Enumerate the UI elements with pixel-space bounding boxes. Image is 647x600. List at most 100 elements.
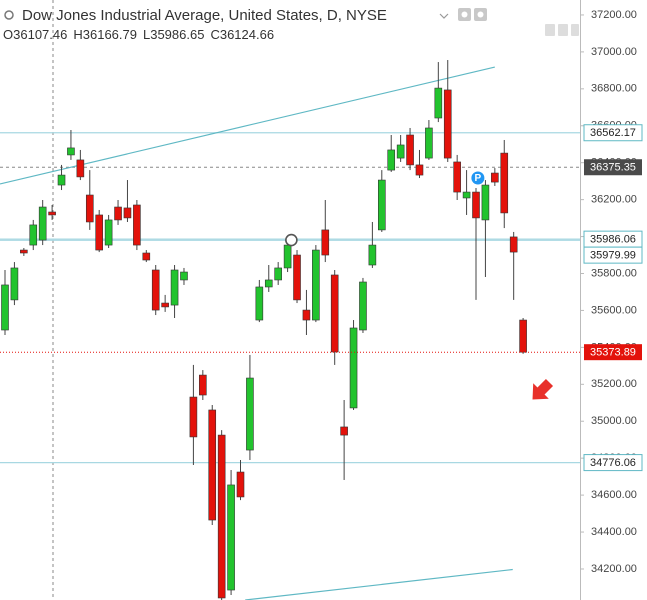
trend-line xyxy=(245,568,513,600)
candle-body xyxy=(349,327,358,409)
icon-glyph xyxy=(461,11,468,18)
ohlc-value: 35986.65 xyxy=(150,27,204,42)
toolbar-icon[interactable] xyxy=(545,24,555,36)
candle-body xyxy=(453,161,461,193)
candle-body xyxy=(415,164,424,176)
ohlc-key: O xyxy=(3,27,13,42)
candle-body xyxy=(264,279,273,288)
y-tick-label: 35000.00 xyxy=(591,415,637,427)
candle-body xyxy=(114,206,122,221)
candle-body xyxy=(472,191,480,219)
candle-body xyxy=(95,214,103,251)
dropdown-chevron[interactable] xyxy=(439,13,449,19)
icon-glyph xyxy=(477,11,484,18)
candle-body xyxy=(208,409,217,521)
y-tick-label: 36800.00 xyxy=(591,83,637,95)
down-arrow xyxy=(532,378,554,400)
candle-body xyxy=(406,134,414,166)
ohlc-legend: O36107.46 H36166.79 L35986.65 C36124.66 xyxy=(3,27,274,42)
candle-body xyxy=(217,434,226,599)
candle-body xyxy=(227,484,235,591)
candle-body xyxy=(425,127,433,159)
candle-body xyxy=(48,211,56,216)
candle-body xyxy=(170,269,179,306)
candle-body xyxy=(38,206,47,241)
candle-body xyxy=(10,267,19,301)
candle-body xyxy=(104,219,113,246)
candle-body xyxy=(519,319,527,353)
toolbar-icon[interactable] xyxy=(558,24,568,36)
symbol-icon xyxy=(4,10,14,20)
candle-body xyxy=(67,147,75,156)
candle-body xyxy=(293,254,301,301)
candle-body xyxy=(434,87,443,119)
ohlc-value: 36166.79 xyxy=(83,27,137,42)
candle-body xyxy=(368,244,377,266)
y-tick-label: 35200.00 xyxy=(591,378,637,390)
price-level-label: 34776.06 xyxy=(590,457,636,469)
candle-body xyxy=(321,229,330,256)
y-tick-label: 35800.00 xyxy=(591,267,637,279)
candle-body xyxy=(387,149,396,171)
candle-body xyxy=(443,89,452,159)
y-tick-label: 37200.00 xyxy=(591,9,637,21)
plot-area: P xyxy=(0,0,580,600)
candle-body xyxy=(151,269,160,311)
candle-body xyxy=(123,207,132,219)
candle-body xyxy=(359,281,367,331)
candle-body xyxy=(462,191,471,199)
candle-body xyxy=(1,284,9,331)
candle-body xyxy=(255,286,264,321)
candle-body xyxy=(340,426,348,436)
ohlc-key: H xyxy=(73,27,82,42)
y-tick-label: 34200.00 xyxy=(591,563,637,575)
price-level-label: 36562.17 xyxy=(590,127,636,139)
candle-body xyxy=(396,144,405,159)
candle-body xyxy=(246,377,254,451)
candle-body xyxy=(85,194,94,223)
candle-body xyxy=(76,159,85,178)
pivot-marker xyxy=(471,171,485,185)
price-labels: 36562.17 35986.06 35979.99 34776.06 36375.35… xyxy=(583,124,643,472)
ohlc-value: 36124.66 xyxy=(220,27,274,42)
crosshair-box xyxy=(584,159,642,176)
candle-body xyxy=(189,396,198,438)
y-tick-label: 36200.00 xyxy=(591,194,637,206)
candle-body xyxy=(180,271,188,281)
candle-body xyxy=(274,267,282,281)
last-price-box xyxy=(584,344,642,361)
candle-body xyxy=(500,152,509,214)
circle-marker xyxy=(285,233,298,247)
candle-body xyxy=(161,302,169,308)
price-level-box xyxy=(583,454,643,472)
price-level-label: 35986.06 xyxy=(590,234,636,246)
toolbar-icon[interactable] xyxy=(571,24,579,36)
ohlc-key: C xyxy=(210,27,219,42)
price-level-box xyxy=(583,124,643,142)
price-level-box xyxy=(583,246,643,264)
candle-body xyxy=(57,174,66,186)
pivot-marker-label: P xyxy=(475,173,482,184)
candle-body xyxy=(377,179,386,231)
candle-body xyxy=(133,204,141,246)
candle-body xyxy=(199,374,207,396)
candle-body xyxy=(283,244,292,269)
y-tick-label: 35600.00 xyxy=(591,304,637,316)
last-price-label: 35373.89 xyxy=(590,347,636,359)
y-tick-label: 34600.00 xyxy=(591,489,637,501)
y-tick-label: 37000.00 xyxy=(591,46,637,58)
chart-title: Dow Jones Industrial Average, United Sta… xyxy=(22,7,387,24)
candle-body xyxy=(236,471,245,498)
candle-body xyxy=(509,236,518,253)
y-tick-label: 34400.00 xyxy=(591,526,637,538)
candle-body xyxy=(481,184,490,221)
ohlc-value: 36107.46 xyxy=(13,27,67,42)
candle-body xyxy=(142,252,151,261)
candle-body xyxy=(312,249,320,321)
crosshair-label: 36375.35 xyxy=(590,162,636,174)
candle-body xyxy=(491,172,499,183)
price-level-label: 35979.99 xyxy=(590,250,636,262)
candle-body xyxy=(330,274,339,353)
